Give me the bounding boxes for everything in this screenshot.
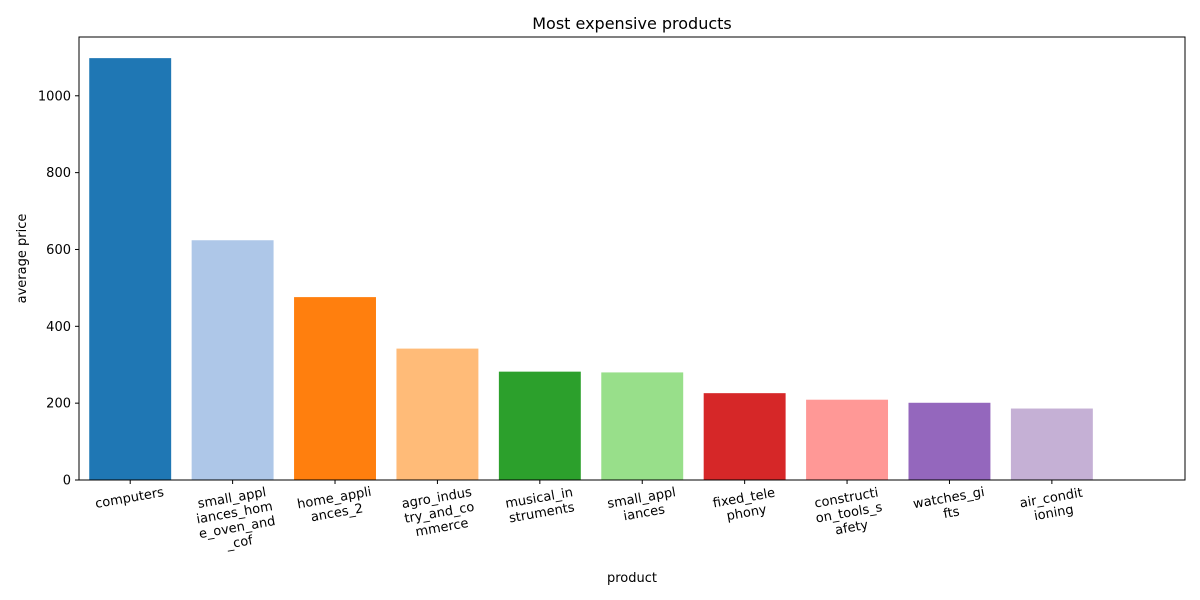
x-axis: computers small_appliances_home_oven_and_… bbox=[94, 480, 1087, 557]
x-tick-label-line: afety bbox=[834, 518, 870, 539]
bar-4 bbox=[498, 371, 581, 480]
bar-9 bbox=[1010, 408, 1093, 480]
x-tick-label-2: home_appliances_2 bbox=[296, 485, 375, 528]
bar-5 bbox=[601, 372, 684, 480]
x-tick-label-1: small_appliances_home_oven_and_cof bbox=[193, 484, 280, 557]
x-tick-label-line: phony bbox=[725, 502, 768, 524]
x-tick-label-5: small_appliances bbox=[606, 485, 679, 527]
y-axis: 0 200 400 600 800 1000 bbox=[38, 89, 79, 489]
y-tick-label-0: 0 bbox=[63, 474, 71, 489]
x-tick-label-0: computers bbox=[94, 485, 165, 512]
y-tick-label-5: 1000 bbox=[38, 89, 71, 104]
bar-8 bbox=[908, 402, 991, 480]
bar-6 bbox=[703, 393, 786, 480]
bars-group bbox=[89, 58, 1093, 480]
x-tick-label-line: iances bbox=[622, 502, 666, 524]
x-tick-label-line: ioning bbox=[1033, 502, 1075, 524]
y-tick-label-4: 800 bbox=[46, 166, 71, 181]
x-tick-label-9: air_conditioning bbox=[1019, 486, 1087, 527]
x-tick-label-8: watches_gifts bbox=[912, 485, 988, 527]
x-tick-label-7: construction_tools_safety bbox=[812, 485, 886, 541]
x-tick-label-4: musical_instruments bbox=[504, 485, 577, 526]
y-axis-label: average price bbox=[15, 214, 30, 304]
bar-1 bbox=[191, 240, 274, 480]
x-tick-label-line: computers bbox=[94, 485, 165, 512]
y-tick-label-2: 400 bbox=[46, 320, 71, 335]
x-tick-label-3: agro_industry_and_commerce bbox=[401, 485, 479, 542]
bar-3 bbox=[396, 348, 479, 480]
bar-7 bbox=[806, 399, 889, 480]
x-tick-label-6: fixed_telephony bbox=[712, 486, 779, 526]
chart-title: Most expensive products bbox=[532, 14, 732, 33]
x-axis-label: product bbox=[607, 571, 657, 586]
y-tick-label-3: 600 bbox=[46, 243, 71, 258]
plot-frame bbox=[78, 36, 1186, 481]
x-tick-label-line: fts bbox=[942, 504, 961, 522]
x-tick-label-line: _cof bbox=[225, 533, 255, 553]
bar-0 bbox=[89, 58, 172, 480]
y-tick-label-1: 200 bbox=[46, 397, 71, 412]
bar-2 bbox=[294, 297, 376, 480]
